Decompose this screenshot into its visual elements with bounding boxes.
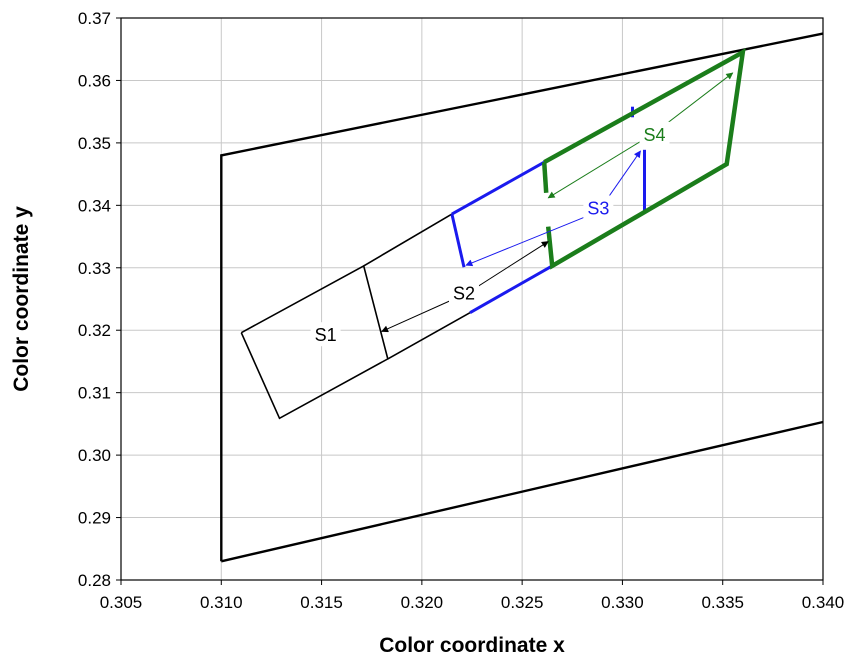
series-line-1 — [221, 420, 824, 563]
tick-layer: 0.305 0.310 0.315 0.320 0.325 0.330 0.335 0.340… — [78, 9, 844, 612]
y-tick-label: 0.32 — [78, 321, 111, 340]
plot-frame — [120, 17, 824, 581]
y-tick-label: 0.35 — [78, 134, 111, 153]
region-label-s4: S4 — [644, 125, 666, 145]
region-label-bg — [448, 280, 479, 305]
dimension-arrow — [465, 211, 599, 267]
y-tick-label: 0.37 — [78, 9, 111, 28]
x-tick-label: 0.315 — [300, 593, 343, 612]
y-tick-label: 0.36 — [78, 71, 111, 90]
y-tick-label: 0.30 — [78, 446, 111, 465]
region-label-bg — [310, 322, 341, 347]
region-label-bg — [583, 195, 614, 220]
x-tick-label: 0.320 — [401, 593, 444, 612]
series-line-0 — [220, 32, 824, 562]
series-line-6 — [451, 160, 545, 216]
region-label-s3: S3 — [587, 198, 609, 218]
x-axis-title: Color coordinate x — [379, 634, 565, 657]
y-tick-label: 0.28 — [78, 571, 111, 590]
series-line-3 — [363, 213, 453, 267]
series-line-10 — [543, 48, 746, 270]
label-layer: S1 S2 S3 S4 — [310, 121, 670, 347]
series-layer — [220, 32, 824, 563]
dimension-arrow — [547, 132, 655, 199]
series-line-11 — [541, 162, 549, 193]
y-tick-label: 0.29 — [78, 509, 111, 528]
x-tick-label: 0.310 — [200, 593, 243, 612]
region-label-bg — [639, 121, 670, 146]
series-line-4 — [387, 312, 471, 360]
y-axis-title: Color coordinate y — [10, 206, 33, 392]
x-tick-label: 0.325 — [501, 593, 544, 612]
y-tick-label: 0.34 — [78, 196, 111, 215]
y-tick-label: 0.31 — [78, 384, 111, 403]
x-tick-label: 0.330 — [601, 593, 644, 612]
x-tick-label: 0.340 — [802, 593, 845, 612]
dimension-arrow — [467, 241, 549, 294]
x-tick-label: 0.305 — [100, 593, 143, 612]
series-line-5 — [450, 213, 466, 268]
series-line-7 — [469, 264, 553, 315]
region-label-s1: S1 — [315, 325, 337, 345]
x-tick-label: 0.335 — [701, 593, 744, 612]
region-label-s2: S2 — [453, 283, 475, 303]
y-tick-label: 0.33 — [78, 259, 111, 278]
